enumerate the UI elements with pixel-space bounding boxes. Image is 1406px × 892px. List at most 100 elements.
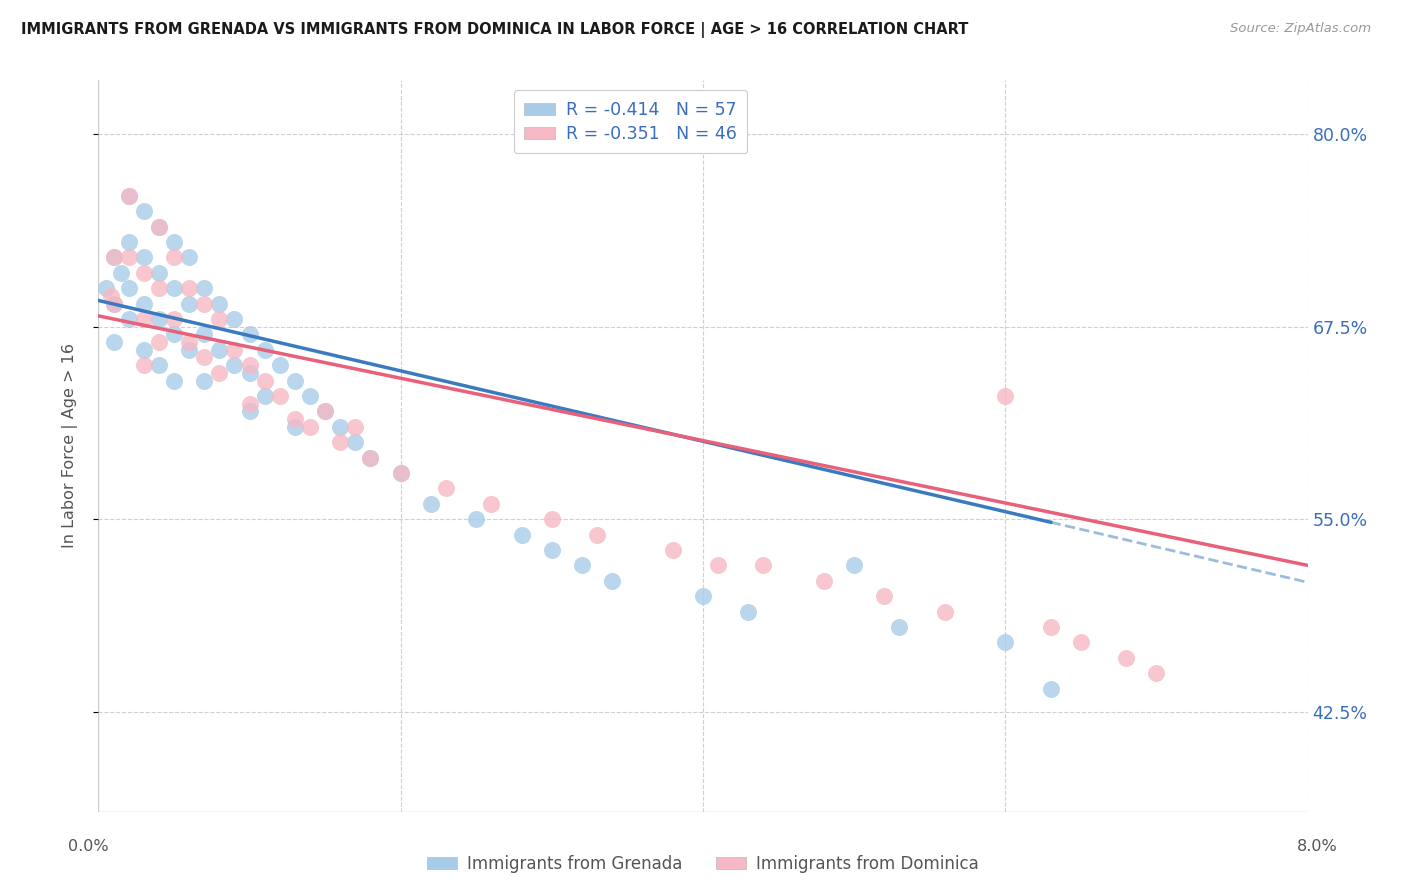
Point (269, 389, 291, 403)
Point (299, 419, 322, 434)
Point (132, 312, 155, 326)
Point (284, 419, 307, 434)
Point (1146, 666, 1168, 681)
Point (163, 281, 186, 295)
Point (434, 481, 457, 495)
Point (224, 358, 246, 372)
Point (389, 466, 412, 480)
Point (465, 512, 488, 526)
Point (934, 605, 956, 619)
Point (314, 404, 336, 418)
Point (148, 266, 170, 280)
Point (132, 204, 155, 219)
Point (132, 358, 155, 372)
Point (132, 251, 155, 265)
Point (360, 450, 382, 465)
Point (994, 635, 1017, 649)
Point (193, 281, 215, 295)
Point (148, 219, 170, 234)
Legend: Immigrants from Grenada, Immigrants from Dominica: Immigrants from Grenada, Immigrants from… (420, 848, 986, 880)
Point (692, 589, 714, 603)
Point (193, 351, 215, 365)
Point (239, 358, 262, 372)
Point (571, 558, 593, 573)
Point (179, 281, 201, 295)
Point (103, 251, 125, 265)
Point (540, 512, 562, 526)
Point (208, 366, 231, 380)
Point (994, 389, 1017, 403)
Point (94, 281, 117, 295)
Point (132, 343, 155, 357)
Text: IMMIGRANTS FROM GRENADA VS IMMIGRANTS FROM DOMINICA IN LABOR FORCE | AGE > 16 CO: IMMIGRANTS FROM GRENADA VS IMMIGRANTS FR… (21, 22, 969, 38)
Point (118, 235, 141, 249)
Point (103, 296, 125, 310)
Point (586, 527, 609, 541)
Point (224, 343, 246, 357)
Point (889, 620, 911, 634)
Point (253, 389, 276, 403)
Point (360, 450, 382, 465)
Point (224, 312, 246, 326)
Point (389, 466, 412, 480)
Point (103, 251, 125, 265)
Point (737, 605, 759, 619)
Point (179, 334, 201, 349)
Point (481, 497, 503, 511)
Point (208, 343, 231, 357)
Point (813, 574, 835, 588)
Point (1039, 681, 1062, 696)
Point (253, 343, 276, 357)
Point (148, 219, 170, 234)
Point (269, 358, 291, 372)
Point (329, 419, 352, 434)
Point (602, 574, 624, 588)
Point (148, 334, 170, 349)
Point (163, 235, 186, 249)
Point (163, 327, 186, 342)
Point (344, 435, 367, 450)
Point (118, 188, 141, 202)
Point (844, 558, 866, 573)
Point (118, 251, 141, 265)
Point (1039, 620, 1062, 634)
Point (239, 397, 262, 411)
Point (253, 374, 276, 388)
Point (163, 374, 186, 388)
Point (148, 312, 170, 326)
Point (163, 251, 186, 265)
Point (239, 366, 262, 380)
Point (284, 412, 307, 426)
Point (110, 266, 132, 280)
Point (193, 327, 215, 342)
Point (752, 558, 775, 573)
Point (132, 296, 155, 310)
Point (118, 281, 141, 295)
Point (193, 374, 215, 388)
Point (132, 266, 155, 280)
Point (1115, 650, 1137, 665)
Point (179, 343, 201, 357)
Point (103, 296, 125, 310)
Point (329, 435, 352, 450)
Legend: R = -0.414   N = 57, R = -0.351   N = 46: R = -0.414 N = 57, R = -0.351 N = 46 (513, 90, 747, 153)
Point (118, 188, 141, 202)
Point (314, 404, 336, 418)
Point (420, 497, 443, 511)
Point (103, 334, 125, 349)
Point (284, 374, 307, 388)
Point (179, 296, 201, 310)
Y-axis label: In Labor Force | Age > 16: In Labor Force | Age > 16 (62, 343, 77, 549)
Point (163, 312, 186, 326)
Point (299, 389, 322, 403)
Point (148, 358, 170, 372)
Point (179, 251, 201, 265)
Point (239, 327, 262, 342)
Point (148, 281, 170, 295)
Point (239, 404, 262, 418)
Point (707, 558, 730, 573)
Point (208, 296, 231, 310)
Point (510, 527, 533, 541)
Point (540, 543, 562, 558)
Point (208, 312, 231, 326)
